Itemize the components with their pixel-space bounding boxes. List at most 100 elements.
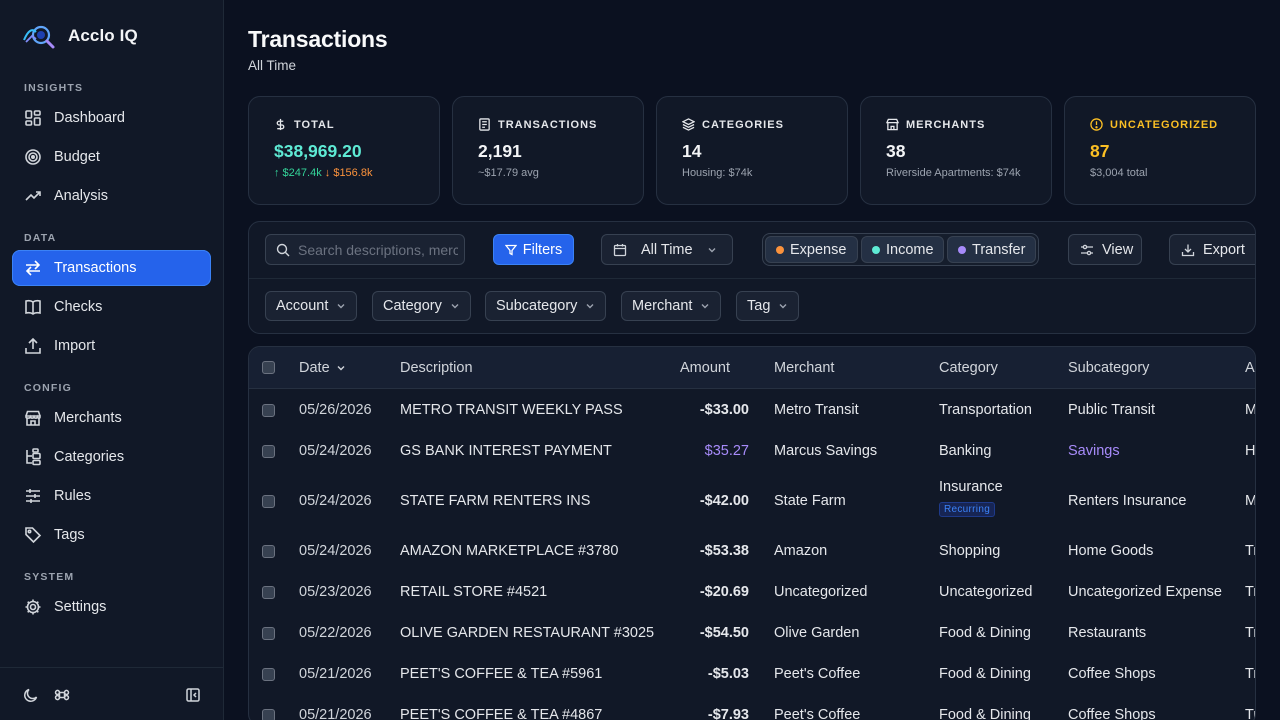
cell-subcategory[interactable]: Coffee Shops	[1068, 707, 1156, 720]
row-checkbox[interactable]	[262, 709, 275, 720]
column-header-amount[interactable]: Amount	[680, 360, 730, 376]
cell-category[interactable]: Food & Dining	[939, 625, 1031, 641]
cell-category[interactable]: Insurance	[939, 479, 1003, 495]
toolbar-divider	[249, 278, 1255, 279]
stat-card-uncategorized[interactable]: UNCATEGORIZED 87 $3,004 total	[1064, 96, 1256, 205]
type-expense-toggle[interactable]: Expense	[765, 236, 858, 263]
type-income-toggle[interactable]: Income	[861, 236, 944, 263]
funnel-icon	[504, 244, 517, 256]
table-row[interactable]: 05/24/2026 GS BANK INTEREST PAYMENT $35.27…	[249, 430, 1255, 471]
sidebar-item-label: Tags	[54, 527, 85, 543]
cell-category[interactable]: Uncategorized	[939, 584, 1033, 600]
account-filter-dropdown[interactable]: Account	[265, 291, 358, 321]
table-row[interactable]: 05/24/2026 AMAZON MARKETPLACE #3780 -$53.3…	[249, 530, 1255, 571]
search-box[interactable]	[265, 234, 465, 265]
cell-subcategory[interactable]: Savings	[1068, 443, 1120, 459]
column-header-merchant[interactable]: Merchant	[774, 360, 835, 376]
sidebar-item-transactions[interactable]: Transactions	[12, 250, 211, 286]
export-button[interactable]: Export	[1169, 234, 1255, 265]
column-header-date[interactable]: Date	[299, 360, 346, 376]
sidebar-item-checks[interactable]: Checks	[12, 289, 211, 325]
column-header-category[interactable]: Category	[939, 360, 998, 376]
book-icon	[25, 299, 41, 315]
table-row[interactable]: 05/24/2026 STATE FARM RENTERS INS -$42.00 S…	[249, 471, 1255, 530]
cell-merchant[interactable]: Olive Garden	[774, 625, 860, 641]
moon-icon[interactable]	[23, 687, 39, 703]
collapse-sidebar-icon[interactable]	[185, 687, 201, 703]
sidebar-item-dashboard[interactable]: Dashboard	[12, 100, 211, 136]
cell-merchant[interactable]: Metro Transit	[774, 402, 859, 418]
sidebar-item-label: Merchants	[54, 410, 122, 426]
cell-subcategory[interactable]: Restaurants	[1068, 625, 1147, 641]
cell-category[interactable]: Banking	[939, 443, 992, 459]
cell-category[interactable]: Food & Dining	[939, 707, 1031, 720]
table-row[interactable]: 05/23/2026 RETAIL STORE #4521 -$20.69 Uncat…	[249, 571, 1255, 612]
dropdown-label: Tag	[747, 298, 771, 314]
row-checkbox[interactable]	[262, 495, 275, 508]
subcategory-filter-dropdown[interactable]: Subcategory	[485, 291, 607, 321]
sidebar-item-budget[interactable]: Budget	[12, 139, 211, 175]
cell-account: M	[1245, 493, 1256, 509]
row-checkbox[interactable]	[262, 586, 275, 599]
sidebar-item-categories[interactable]: Categories	[12, 439, 211, 475]
category-filter-dropdown[interactable]: Category	[372, 291, 471, 321]
table-row[interactable]: 05/21/2026 PEET'S COFFEE & TEA #5961 -$5.0…	[249, 653, 1255, 694]
sidebar-item-analysis[interactable]: Analysis	[12, 178, 211, 214]
cell-merchant[interactable]: Peet's Coffee	[774, 666, 861, 682]
sidebar-item-label: Transactions	[54, 260, 137, 276]
row-checkbox[interactable]	[262, 545, 275, 558]
cell-merchant[interactable]: Amazon	[774, 543, 828, 559]
cell-category[interactable]: Shopping	[939, 543, 1001, 559]
stat-card-transactions: TRANSACTIONS 2,191 ~$17.79 avg	[452, 96, 644, 205]
row-checkbox[interactable]	[262, 668, 275, 681]
tag-filter-dropdown[interactable]: Tag	[736, 291, 800, 321]
cell-merchant[interactable]: Peet's Coffee	[774, 707, 861, 720]
command-icon[interactable]	[54, 687, 70, 703]
sidebar-item-merchants[interactable]: Merchants	[12, 400, 211, 436]
sidebar-item-label: Budget	[54, 149, 100, 165]
brand[interactable]: Acclo IQ	[22, 22, 138, 50]
search-input[interactable]	[298, 241, 458, 258]
column-header-account[interactable]: Ac	[1245, 360, 1255, 376]
cell-category[interactable]: Transportation	[939, 402, 1032, 418]
table-header: Date Description Amount Merchant Categor…	[249, 347, 1255, 389]
sort-desc-icon	[337, 366, 345, 371]
cell-date: 05/23/2026	[299, 584, 372, 600]
cell-amount: -$54.50	[699, 625, 749, 641]
table-row[interactable]: 05/22/2026 OLIVE GARDEN RESTAURANT #3025 -…	[249, 612, 1255, 653]
cell-subcategory[interactable]: Home Goods	[1068, 543, 1154, 559]
cell-category[interactable]: Food & Dining	[939, 666, 1031, 682]
cell-subcategory[interactable]: Uncategorized Expense	[1068, 584, 1222, 600]
row-checkbox[interactable]	[262, 404, 275, 417]
select-all-checkbox[interactable]	[262, 361, 275, 374]
sidebar-item-import[interactable]: Import	[12, 328, 211, 364]
cell-date: 05/24/2026	[299, 443, 372, 459]
view-button[interactable]: View	[1068, 234, 1142, 265]
type-transfer-toggle[interactable]: Transfer	[947, 236, 1036, 263]
cell-subcategory[interactable]: Renters Insurance	[1068, 493, 1187, 509]
stat-label: TRANSACTIONS	[498, 118, 598, 131]
sidebar-item-settings[interactable]: Settings	[12, 589, 211, 625]
sidebar-item-rules[interactable]: Rules	[12, 478, 211, 514]
row-checkbox[interactable]	[262, 445, 275, 458]
cell-account: Tr	[1245, 707, 1255, 720]
cell-subcategory[interactable]: Coffee Shops	[1068, 666, 1156, 682]
merchant-filter-dropdown[interactable]: Merchant	[621, 291, 722, 321]
sidebar-item-tags[interactable]: Tags	[12, 517, 211, 553]
column-header-description[interactable]: Description	[400, 360, 473, 376]
cell-merchant[interactable]: State Farm	[774, 493, 846, 509]
table-row[interactable]: 05/26/2026 METRO TRANSIT WEEKLY PASS -$33.…	[249, 389, 1255, 430]
cell-subcategory[interactable]: Public Transit	[1068, 402, 1156, 418]
cell-merchant[interactable]: Marcus Savings	[774, 443, 878, 459]
dropdown-label: Category	[383, 298, 442, 314]
column-header-subcategory[interactable]: Subcategory	[1068, 360, 1150, 376]
cell-merchant[interactable]: Uncategorized	[774, 584, 868, 600]
filters-button[interactable]: Filters	[493, 234, 574, 265]
row-checkbox[interactable]	[262, 627, 275, 640]
date-range-select[interactable]: All Time	[601, 234, 733, 265]
chevron-down-icon	[708, 247, 716, 252]
chevron-down-icon	[451, 304, 459, 309]
store-icon	[25, 410, 41, 426]
cell-date: 05/26/2026	[299, 402, 372, 418]
table-row[interactable]: 05/21/2026 PEET'S COFFEE & TEA #4867 -$7.9…	[249, 694, 1255, 720]
